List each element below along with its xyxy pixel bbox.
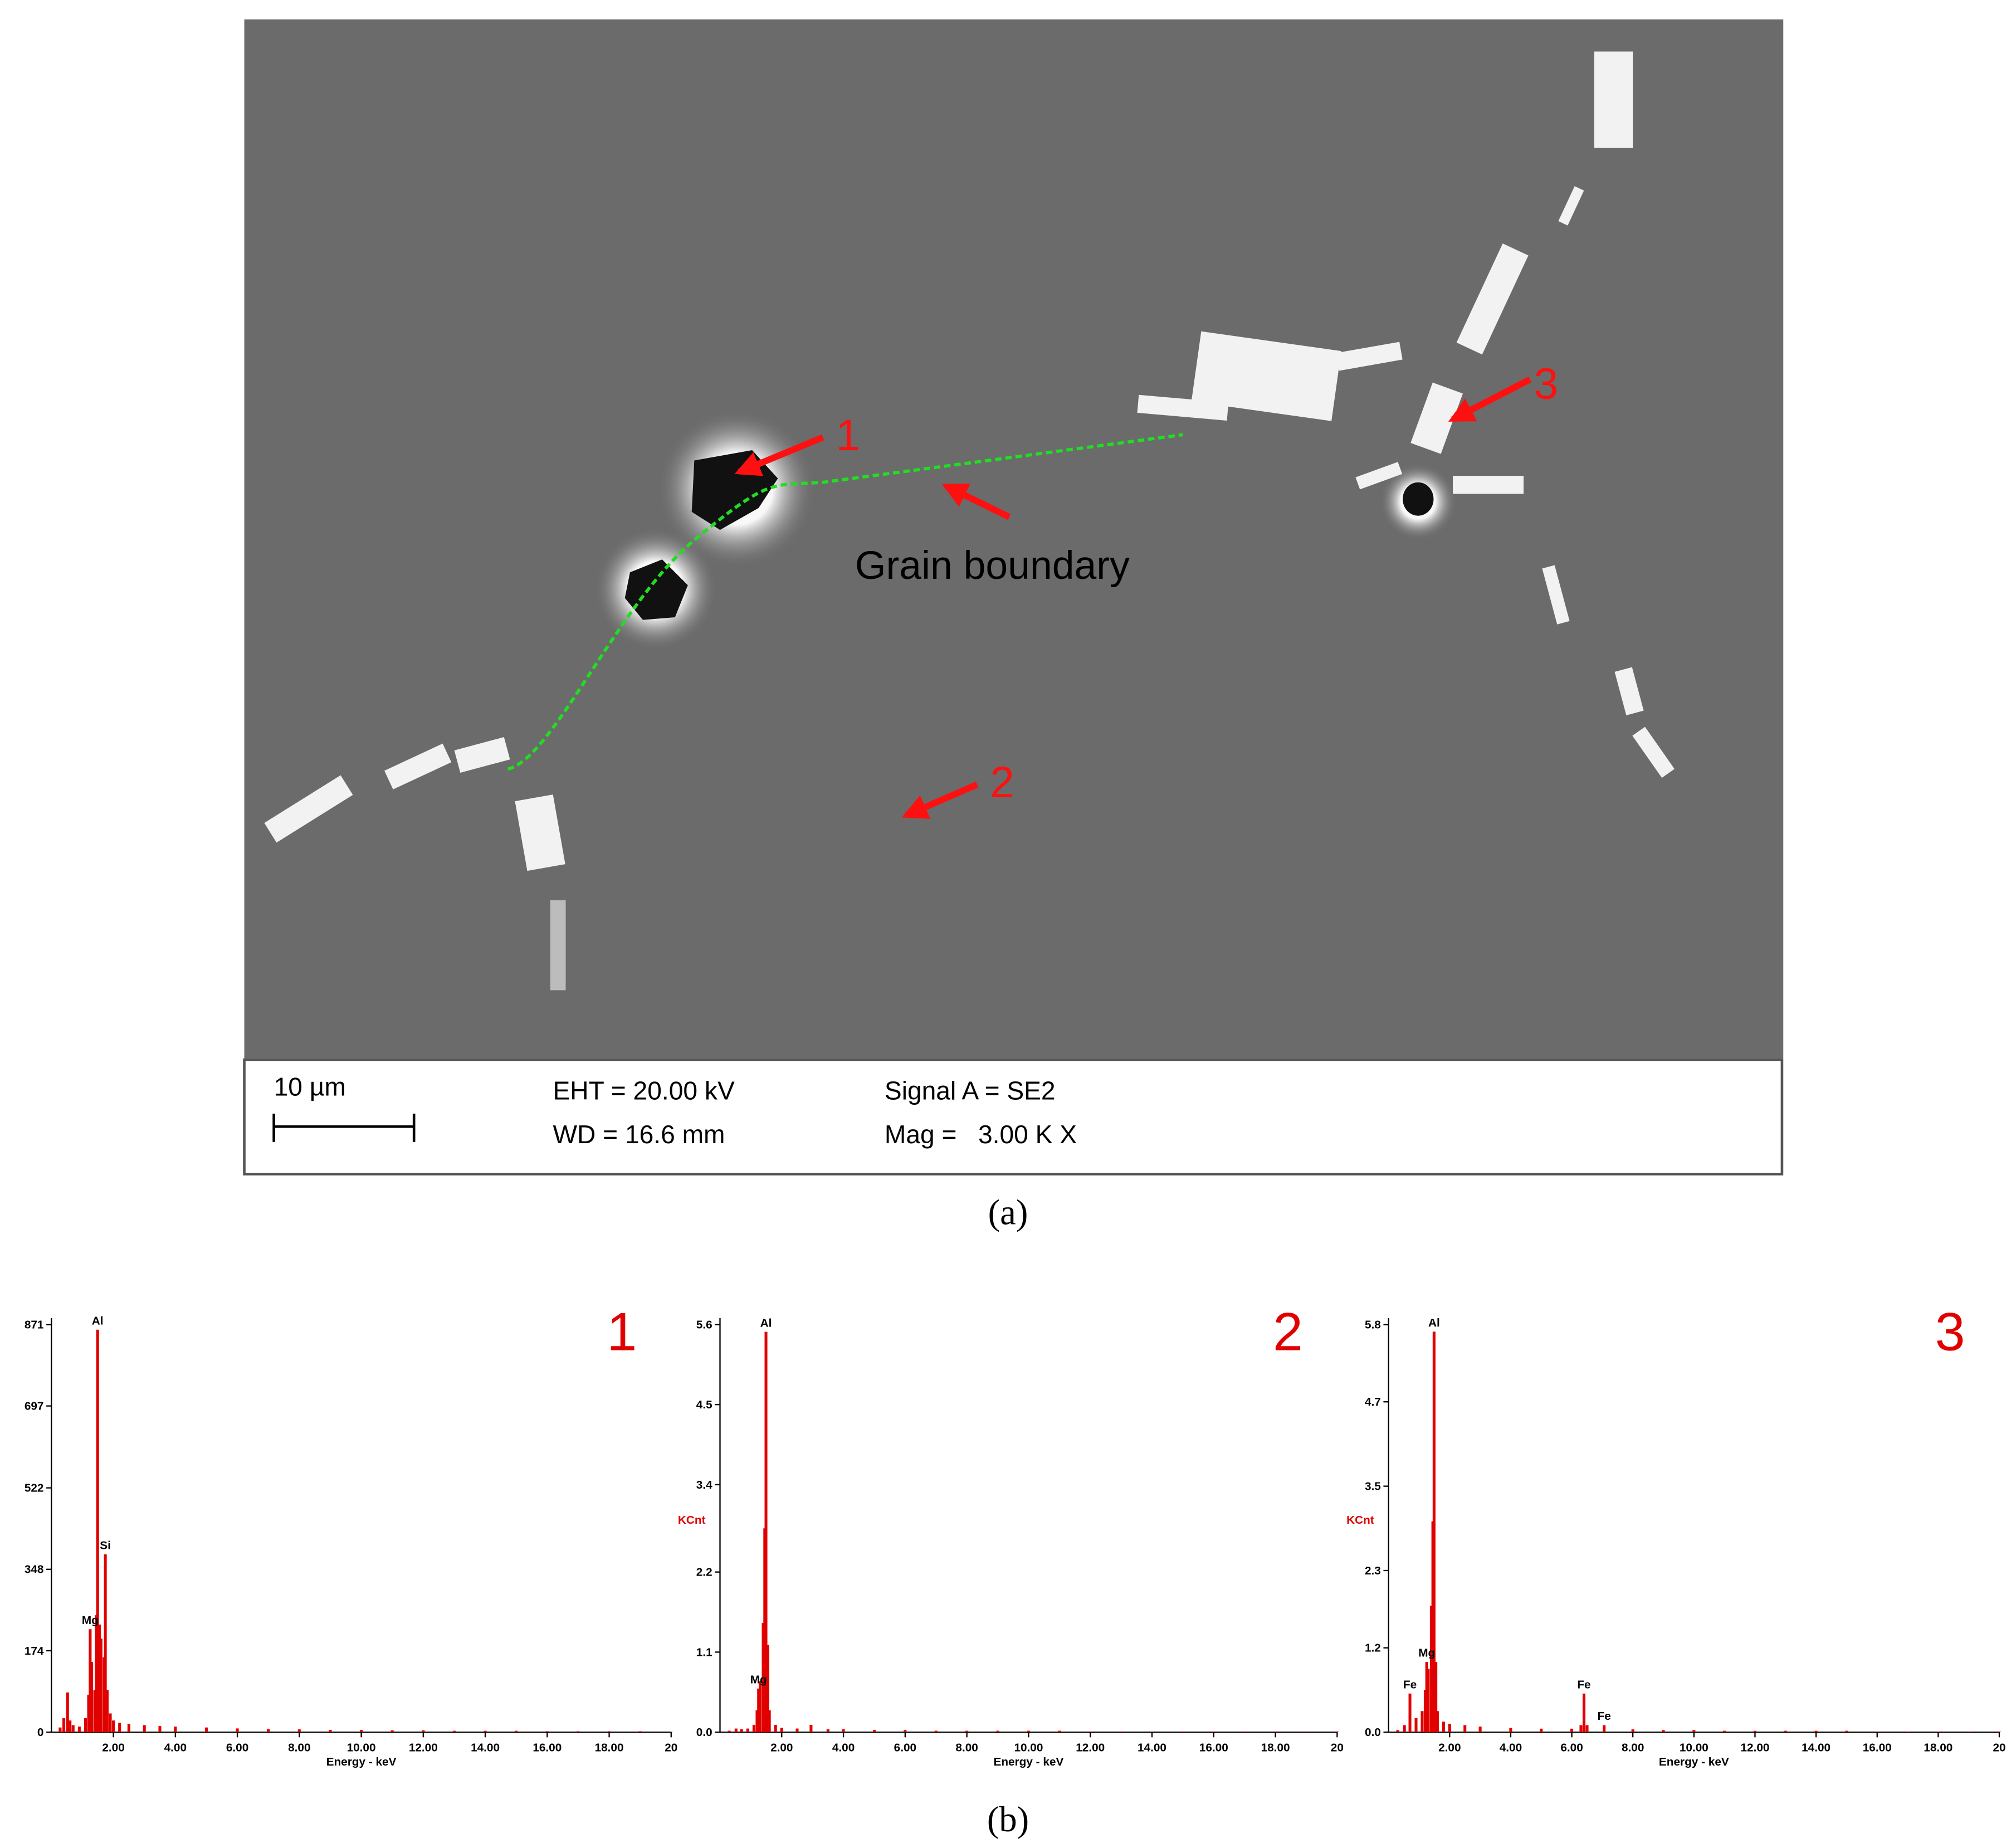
y-tick-label: 697 — [25, 1400, 44, 1413]
sem-image: 1 2 3 Grain boundary — [244, 19, 1784, 1059]
mag: Mag = 3.00 K X — [885, 1120, 1077, 1149]
signal: Signal A = SE2 — [885, 1076, 1056, 1105]
y-tick-label: 522 — [25, 1482, 44, 1495]
y-tick-label: 2.3 — [1365, 1564, 1381, 1577]
arrow — [941, 483, 1011, 520]
x-tick-label: 2.00 — [770, 1742, 793, 1754]
x-tick-label: 6.00 — [894, 1742, 916, 1754]
y-tick-label: 871 — [25, 1318, 44, 1331]
x-tick-label: 14.00 — [1802, 1742, 1830, 1754]
peak-label: Mg — [1418, 1647, 1435, 1660]
x-tick-label: 4.00 — [832, 1742, 855, 1754]
x-tick-label: 16.00 — [533, 1742, 562, 1754]
x-tick-label: 14.00 — [471, 1742, 500, 1754]
peak-label: Si — [100, 1539, 111, 1552]
x-tick-label: 16.00 — [1199, 1742, 1228, 1754]
caption: (b) — [987, 1799, 1029, 1840]
x-tick-label: 14.00 — [1138, 1742, 1166, 1754]
caption: (a) — [988, 1192, 1028, 1232]
x-tick-label: 18.00 — [1924, 1742, 1952, 1754]
info-box — [243, 1058, 1784, 1176]
arrow — [734, 434, 824, 476]
wd: WD = 16.6 mm — [553, 1120, 725, 1149]
panel-number: 2 — [1273, 1301, 1303, 1362]
y-tick-label: 5.6 — [696, 1318, 712, 1331]
arrow — [1448, 376, 1532, 422]
y-tick-label: 174 — [25, 1645, 44, 1657]
y-tick-label: 0 — [37, 1726, 44, 1739]
x-tick-label: 8.00 — [1622, 1742, 1644, 1754]
peak-label: Al — [1428, 1316, 1440, 1329]
x-tick-label: 16.00 — [1863, 1742, 1892, 1754]
x-tick-label: 18.00 — [1261, 1742, 1290, 1754]
particles — [264, 51, 1675, 991]
pore — [1403, 482, 1434, 516]
grain-boundary-line — [507, 433, 1183, 771]
y-axis-label: KCnt — [678, 1514, 706, 1527]
x-tick-label: 10.00 — [1014, 1742, 1043, 1754]
peak-label: Fe — [1598, 1710, 1611, 1723]
grain-boundary-label: Grain boundary — [855, 543, 1130, 588]
y-tick-label: 1.2 — [1365, 1642, 1381, 1655]
y-tick-label: 0.0 — [696, 1726, 712, 1739]
pore — [624, 559, 688, 620]
point-label: 1 — [836, 411, 860, 460]
point-label: 3 — [1534, 359, 1558, 408]
info-bar: 10 µm EHT = 20.00 kV WD = 16.6 mm Signal… — [243, 1058, 1784, 1176]
x-tick-label: 2.00 — [1438, 1742, 1461, 1754]
y-tick-label: 1.1 — [696, 1646, 712, 1659]
x-tick-label: 20 — [1993, 1742, 2005, 1754]
y-axis-label: KCnt — [1346, 1514, 1374, 1527]
panel-number: 3 — [1935, 1301, 1965, 1362]
x-tick-label: 20 — [665, 1742, 677, 1754]
x-axis-label: Energy - keV — [994, 1756, 1064, 1768]
x-tick-label: 6.00 — [1560, 1742, 1583, 1754]
x-tick-label: 10.00 — [347, 1742, 376, 1754]
x-tick-label: 12.00 — [1740, 1742, 1769, 1754]
peak-label: Al — [760, 1316, 772, 1329]
y-tick-label: 3.5 — [1365, 1480, 1381, 1493]
x-tick-label: 10.00 — [1680, 1742, 1709, 1754]
x-tick-label: 4.00 — [1500, 1742, 1522, 1754]
y-tick-label: 4.7 — [1365, 1396, 1381, 1408]
x-tick-label: 2.00 — [102, 1742, 124, 1754]
y-tick-label: 348 — [25, 1563, 44, 1576]
x-tick-label: 18.00 — [595, 1742, 624, 1754]
x-axis-label: Energy - keV — [1659, 1756, 1729, 1768]
y-tick-label: 2.2 — [696, 1566, 712, 1579]
x-tick-label: 4.00 — [164, 1742, 187, 1754]
x-tick-label: 12.00 — [409, 1742, 438, 1754]
y-tick-label: 3.4 — [696, 1479, 712, 1491]
x-tick-label: 20 — [1331, 1742, 1344, 1754]
x-tick-label: 8.00 — [288, 1742, 310, 1754]
arrow — [901, 781, 979, 819]
panel-number: 1 — [607, 1301, 637, 1362]
eht: EHT = 20.00 kV — [553, 1076, 734, 1105]
x-tick-label: 6.00 — [226, 1742, 248, 1754]
x-axis-label: Energy - keV — [326, 1756, 397, 1768]
y-tick-label: 0.0 — [1365, 1726, 1381, 1739]
y-tick-label: 4.5 — [696, 1398, 712, 1411]
scale-bar-label: 10 µm — [274, 1072, 346, 1101]
peak-label: Al — [92, 1314, 104, 1327]
point-label: 2 — [990, 758, 1014, 807]
peak-label: Mg — [82, 1614, 99, 1627]
x-tick-label: 8.00 — [955, 1742, 978, 1754]
y-tick-label: 5.8 — [1365, 1318, 1381, 1331]
sem-background — [244, 19, 1784, 1059]
peak-label: Fe — [1577, 1678, 1590, 1691]
x-tick-label: 12.00 — [1076, 1742, 1105, 1754]
peak-label: Mg — [750, 1673, 767, 1686]
peak-label: Fe — [1403, 1678, 1417, 1691]
